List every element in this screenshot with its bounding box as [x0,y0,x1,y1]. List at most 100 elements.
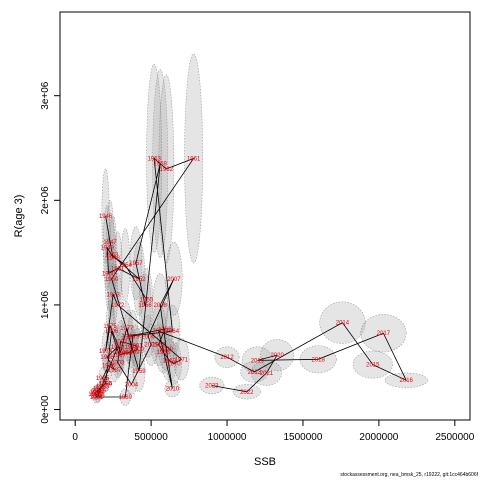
x-axis: 0 500000 1000000 1500000 2000000 2500000 [72,419,475,443]
year-label: 1987 [108,368,122,374]
year-label: 2016 [400,378,414,384]
year-label: 2017 [377,331,391,337]
year-label: 1972 [111,303,125,309]
year-label: 1964 [166,329,180,335]
year-label: 1970 [167,362,181,368]
year-label: 2006 [141,334,155,340]
trajectory-line [94,157,408,398]
year-label: 1989 [111,345,125,351]
year-label: 1951 [111,266,125,272]
year-label: 1983 [91,389,105,395]
year-label: 2008 [154,303,168,309]
x-tick-label: 1500000 [283,432,322,443]
year-label: 1995 [99,381,113,387]
year-label: 1953 [105,253,119,259]
x-tick-label: 0 [72,432,78,443]
uncertainty-ellipse [165,241,183,316]
x-tick-label: 2500000 [435,432,474,443]
source-note: stockassessment.org, nea_bmsk_25, r19222… [340,472,478,478]
year-label: 2005 [144,343,158,349]
year-label: 1998 [119,351,133,357]
year-label: 2003 [111,360,125,366]
year-label: 1975 [103,324,117,330]
year-label: 1963 [147,156,161,162]
uncertainty-ellipses [90,53,428,406]
x-axis-title: SSB [254,456,276,468]
year-label: 1977 [120,326,134,332]
year-label: 1978 [125,345,139,351]
year-label: 1957 [129,261,143,267]
year-label: 1990 [91,394,105,400]
year-label: 2002 [114,340,128,346]
year-label: 1981 [90,395,104,401]
year-label: 1958 [154,162,168,168]
year-label: 1949 [100,245,114,251]
year-label: 1966 [158,327,172,333]
year-label: 2004 [125,382,139,388]
year-label: 1954 [119,263,133,269]
x-tick-label: 1000000 [208,432,247,443]
year-label: 1965 [122,334,136,340]
year-label: 1999 [126,350,140,356]
year-label: 1980 [119,395,133,401]
year-label: 2020 [270,353,284,359]
y-tick-label: 3e+06 [40,81,51,110]
year-label: 1986 [102,364,116,370]
x-tick-label: 500000 [134,432,168,443]
year-label: 2012 [220,355,234,361]
trajectory-layer [94,157,408,398]
year-label: 1968 [157,350,171,356]
y-axis: 0e+00 1e+06 2e+06 3e+06 [40,81,61,424]
year-label: 2007 [167,277,181,283]
y-tick-label: 1e+06 [40,290,51,319]
year-label: 1955 [140,298,154,304]
year-label: 1993 [96,385,110,391]
y-tick-label: 0e+00 [40,395,51,424]
year-label: 1997 [113,353,127,359]
year-label: 1985 [96,376,110,382]
year-label: 1950 [102,272,116,278]
year-label: 1947 [103,240,117,246]
year-label: 1952 [132,277,146,283]
year-label: 2019 [251,358,265,364]
year-label: 1982 [91,392,105,398]
year-label: 1967 [152,343,166,349]
year-label: 2001 [129,344,143,350]
year-label: 1946 [99,214,113,220]
year-label: 1962 [160,167,174,173]
year-label: 1956 [138,303,152,309]
year-label: 2013 [248,370,262,376]
year-label: 2022 [240,390,254,396]
year-label: 2014 [336,321,350,327]
year-label: 2010 [166,387,180,393]
year-label: 2018 [311,357,325,363]
year-label: 1984 [99,381,113,387]
x-tick-label: 2000000 [359,432,398,443]
year-label: 1971 [175,357,189,363]
year-label: 2015 [366,363,380,369]
year-label: 1961 [187,156,201,162]
year-label: 1979 [126,334,140,340]
year-label: 1960 [105,277,119,283]
year-label: 2000 [131,347,145,353]
y-tick-label: 2e+06 [40,186,51,215]
year-label: 2023 [205,383,219,389]
year-label: 1988 [100,355,114,361]
year-label: 2009 [160,347,174,353]
y-axis-title: R(age 3) [13,195,25,238]
year-label: 1994 [90,390,104,396]
year-label: 1976 [114,350,128,356]
year-label: 1948 [106,256,120,262]
uncertainty-ellipse [199,376,225,395]
year-label: 1969 [163,358,177,364]
year-label: 1992 [93,387,107,393]
year-label: 1973 [106,292,120,298]
year-label: 1974 [99,349,113,355]
year-label: 2021 [260,371,274,377]
year-label: 1996 [105,329,119,335]
year-label: 1991 [88,392,102,398]
year-label: 2011 [152,329,166,335]
year-label: 1959 [132,369,146,375]
